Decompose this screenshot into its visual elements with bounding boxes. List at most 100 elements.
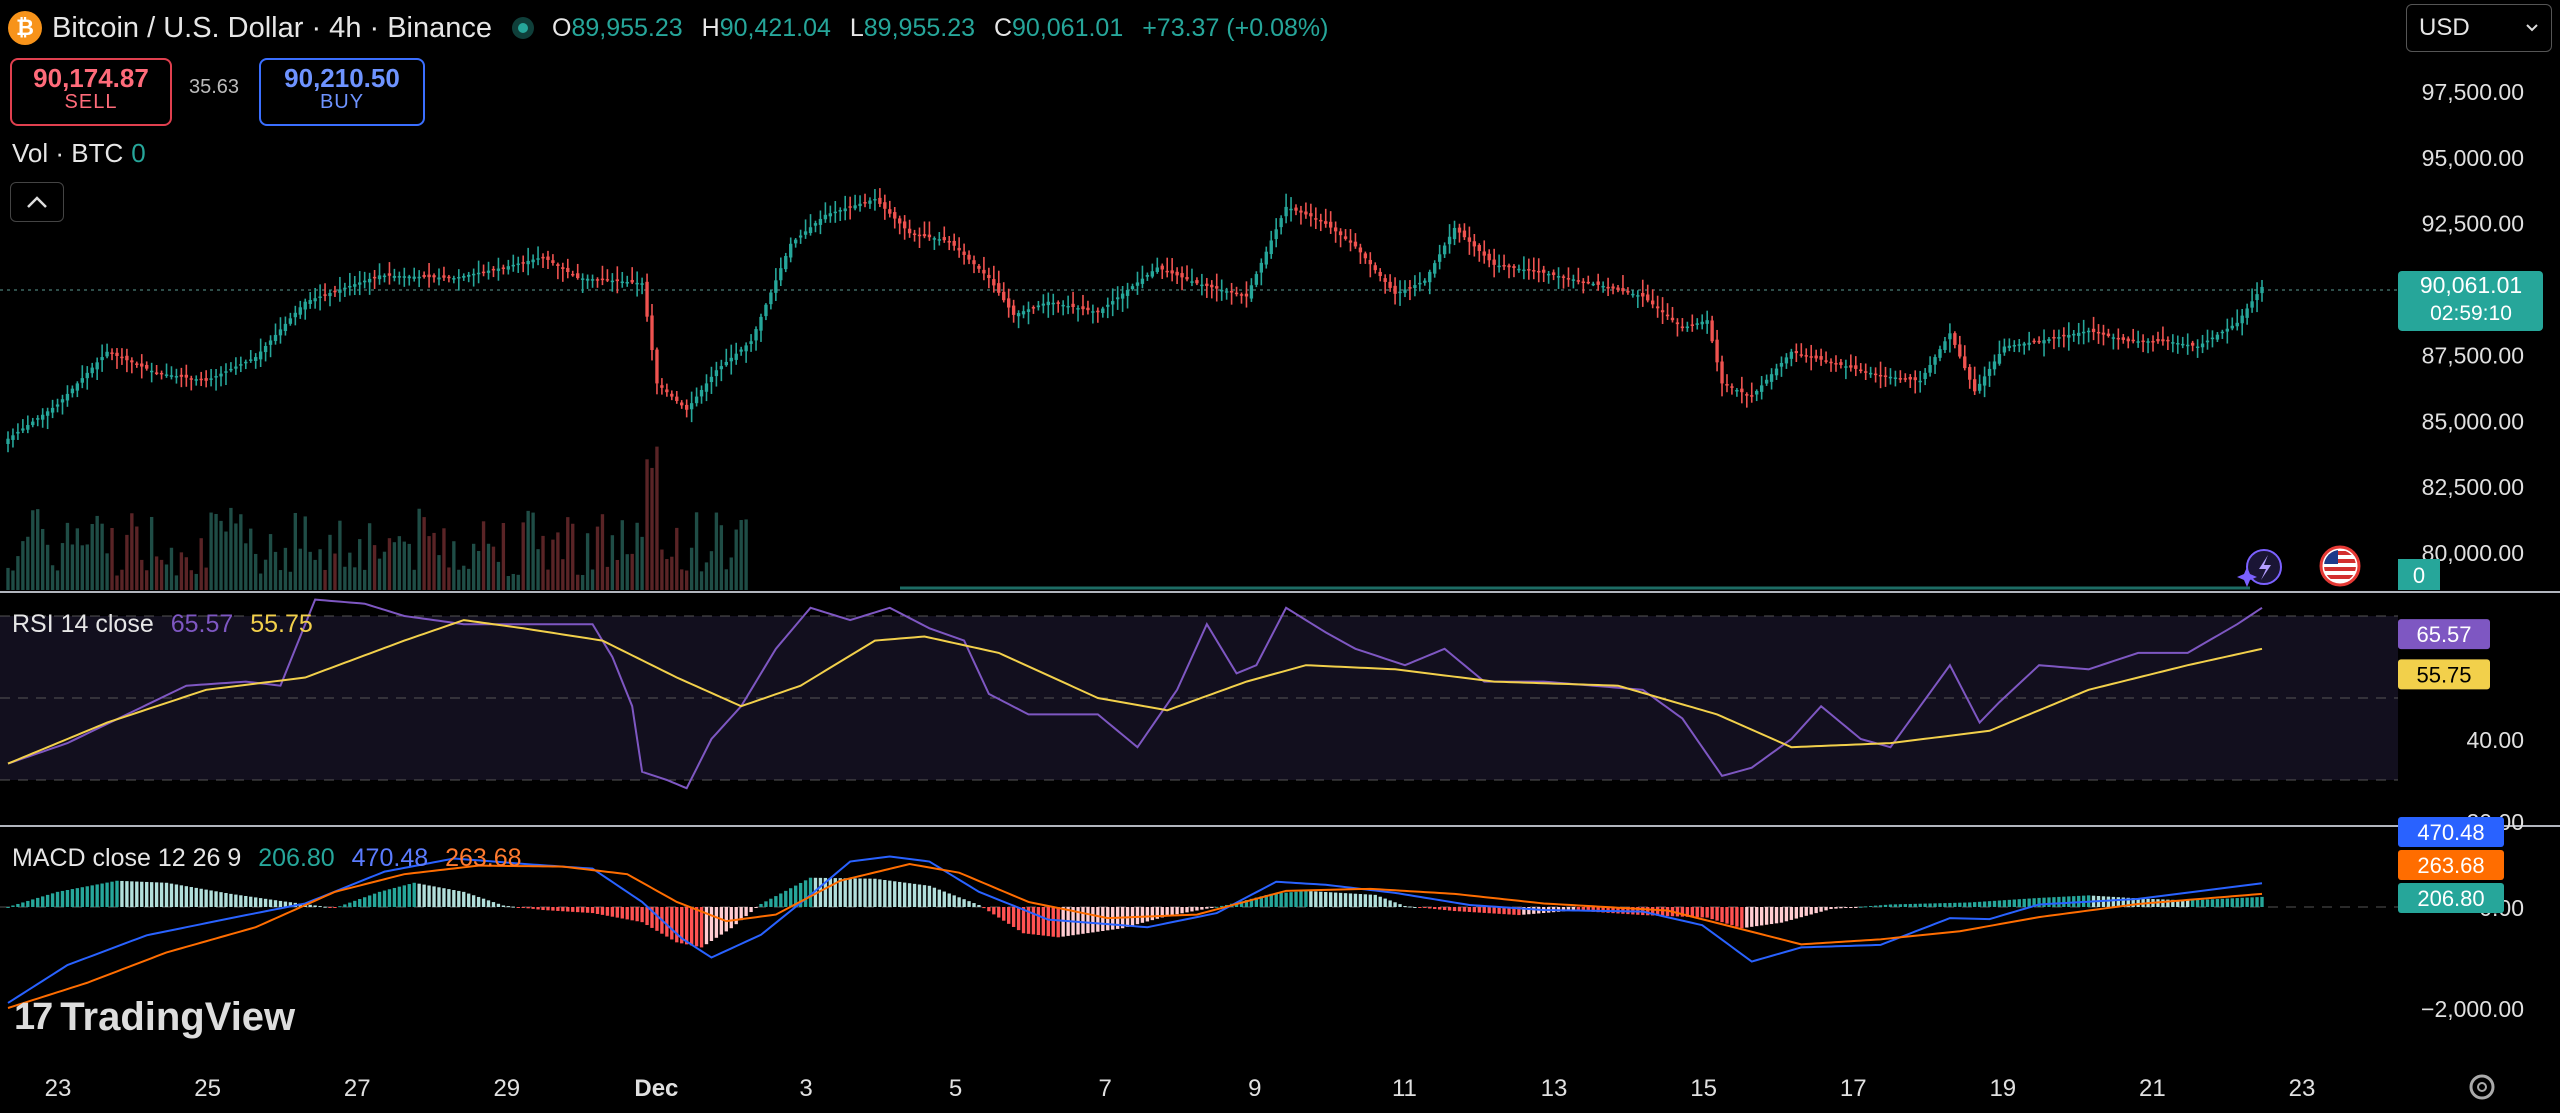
candle-body [2131,339,2135,342]
rsi-lines [7,598,2263,790]
macd-histogram-bar [1819,907,1823,912]
macd-histogram-bar [1437,907,1442,910]
us-flag-icon[interactable] [2319,545,2361,587]
candle-body [1804,355,1808,357]
price-axis[interactable]: 97,500.0095,000.0092,500.0090,000.0087,5… [2398,79,2543,1022]
volume-bar [135,526,139,590]
macd-histogram-bar [1968,902,1972,907]
volume-bar [120,569,124,590]
macd-histogram-bar [2121,897,2125,907]
time-axis-label: 21 [2139,1075,2166,1102]
macd-histogram-bar [1269,893,1273,907]
candle-body [858,203,862,207]
macd-histogram-bar [1398,904,1402,907]
candle-body [1398,291,1402,294]
candle-body [2235,322,2239,327]
candle-body [932,238,937,240]
macd-histogram-bar [1690,907,1694,918]
macd-histogram-bar [1764,907,1769,925]
candle-body [1507,265,1511,268]
macd-pane [6,855,2264,1009]
candle-body [1636,295,1640,297]
macd-histogram-bar [268,899,273,907]
macd-histogram-bar [1646,907,1650,916]
collapse-legend-button[interactable] [10,182,64,222]
candle-body [1254,274,1259,285]
candle-body [2126,338,2130,342]
macd-histogram-bar [145,881,149,907]
macd-histogram-bar [140,881,144,907]
macd-histogram-bar [402,885,406,907]
macd-histogram-bar [2002,900,2007,907]
macd-histogram-bar [2007,899,2012,907]
macd-histogram-bar [1997,900,2002,907]
macd-histogram-bar [1006,907,1011,924]
candle-body [491,268,496,271]
candle-body [665,389,669,393]
candle-body [744,345,748,352]
macd-histogram-bar [1735,907,1739,927]
buy-button[interactable]: 90,210.50 BUY [259,58,425,126]
macd-histogram-bar [1982,901,1987,907]
macd-histogram-bar [1289,892,1293,907]
macd-histogram-bar [313,905,317,907]
macd-histogram-bar [1586,907,1590,912]
macd-histogram-bar [1596,907,1600,913]
macd-histogram-bar [1200,907,1204,910]
macd-histogram-bar [1532,907,1536,914]
rsi-tag-label: 65.57 [2416,622,2471,647]
macd-legend[interactable]: MACD close 12 26 9 206.80 470.48 263.68 [12,844,522,873]
volume-bar [219,520,223,590]
candle-body [1908,377,1912,380]
settings-icon[interactable] [2469,1074,2495,1100]
volume-bar [689,547,694,590]
macd-histogram-bar [551,907,555,911]
candle-body [457,276,461,279]
macd-histogram-bar [55,891,60,907]
volume-bar [159,559,164,590]
candle-body [992,279,996,286]
candle-body [26,425,30,430]
volume-bar [734,529,738,590]
candle-body [1849,365,1853,368]
candle-body [893,212,897,219]
macd-histogram-bar [650,907,654,928]
candle-body [2240,315,2244,324]
volume-bar [263,559,268,590]
rsi-legend[interactable]: RSI 14 close 65.57 55.75 [12,610,313,639]
macd-histogram-bar [1249,898,1254,907]
candle-body [1839,362,1843,365]
tradingview-watermark: 17 TradingView [14,995,295,1040]
sell-button[interactable]: 90,174.87 SELL [10,58,172,126]
candle-body [407,276,411,279]
volume-bar [605,566,610,590]
volume-bar [491,546,496,590]
symbol-title[interactable]: Bitcoin / U.S. Dollar · 4h · Binance [52,11,493,44]
time-axis[interactable]: 23 25 27 29 Dec 3 5 7 9 11 13 15 17 19 21 23 [45,1075,2316,1102]
candle-body [1101,308,1105,314]
macd-histogram-bar [1755,907,1759,927]
macd-histogram-bar [239,895,243,907]
macd-histogram-bar [1081,907,1085,934]
candle-body [273,334,278,341]
macd-histogram-bar [714,907,719,938]
macd-histogram-bar [769,898,773,907]
macd-histogram-bar [283,901,288,907]
candle-body [135,363,139,365]
volume-bar [437,555,441,590]
candle-body [1819,356,1823,360]
candle-body [1948,333,1952,340]
time-axis-label: 5 [949,1075,962,1102]
macd-histogram-bar [343,904,347,907]
time-axis-label: 17 [1840,1075,1867,1102]
macd-histogram-bar [1314,891,1318,907]
volume-bars [6,446,748,590]
macd-histogram-bar [60,890,65,907]
macd-histogram-bar [1898,904,1903,907]
ideas-icon[interactable] [2237,549,2282,587]
macd-histogram-bar [848,878,852,907]
currency-select[interactable]: USD [2406,4,2552,52]
volume-legend[interactable]: Vol · BTC 0 [12,138,146,169]
candle-body [145,364,149,369]
